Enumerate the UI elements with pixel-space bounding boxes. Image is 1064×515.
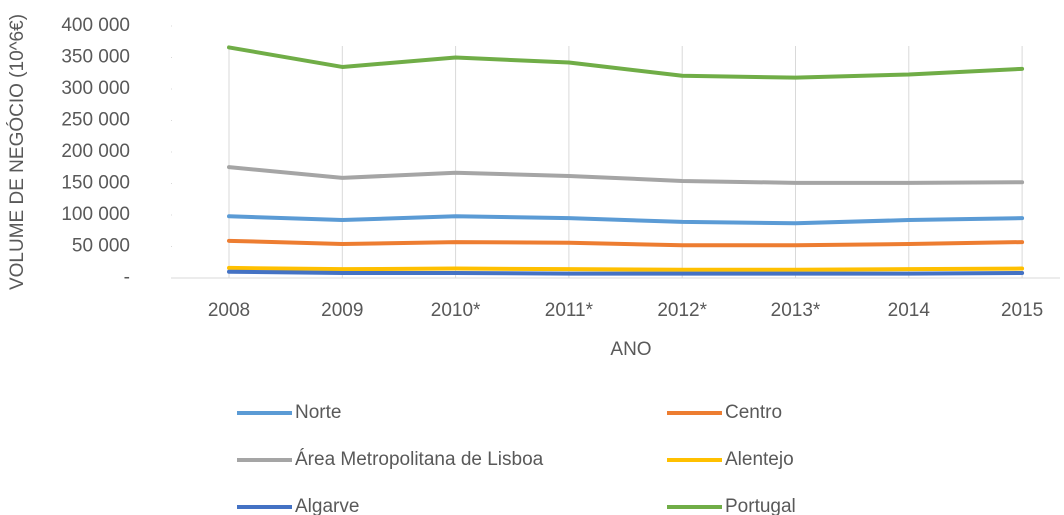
series-line <box>227 238 1025 248</box>
legend-label: Área Metropolitana de Lisboa <box>295 449 544 470</box>
x-tick-label: 2015 <box>1001 300 1043 321</box>
legend-label: Portugal <box>725 496 796 515</box>
x-tick-label: 2011* <box>545 300 594 321</box>
legend-label: Centro <box>725 402 782 423</box>
x-tick-label: 2013* <box>771 300 821 321</box>
x-axis-title: ANO <box>610 339 651 360</box>
y-tick-label: 150 000 <box>61 173 130 194</box>
x-tick-label: 2009 <box>321 300 363 321</box>
series-line <box>227 265 1025 272</box>
y-axis-title: VOLUME DE NEGÓCIO (10^6€) <box>6 14 28 290</box>
y-tick-label: 300 000 <box>61 78 130 99</box>
series-line <box>227 45 1025 80</box>
x-tick-label: 2012* <box>657 300 707 321</box>
y-tick-label: 400 000 <box>61 15 130 36</box>
series-line <box>227 165 1025 185</box>
x-tick-label: 2010* <box>431 300 481 321</box>
x-tick-label: 2008 <box>208 300 250 321</box>
y-tick-label: 200 000 <box>61 141 130 162</box>
y-tick-label: 100 000 <box>61 204 130 225</box>
legend-label: Norte <box>295 402 341 423</box>
series-line <box>227 214 1025 226</box>
y-tick-label: - <box>124 267 130 288</box>
y-tick-label: 250 000 <box>61 110 130 131</box>
legend-label: Alentejo <box>725 449 794 470</box>
x-tick-label: 2014 <box>888 300 931 321</box>
series-line <box>227 269 1025 276</box>
legend-label: Algarve <box>295 496 359 515</box>
y-tick-label: 50 000 <box>72 236 130 257</box>
y-tick-label: 350 000 <box>61 47 130 68</box>
